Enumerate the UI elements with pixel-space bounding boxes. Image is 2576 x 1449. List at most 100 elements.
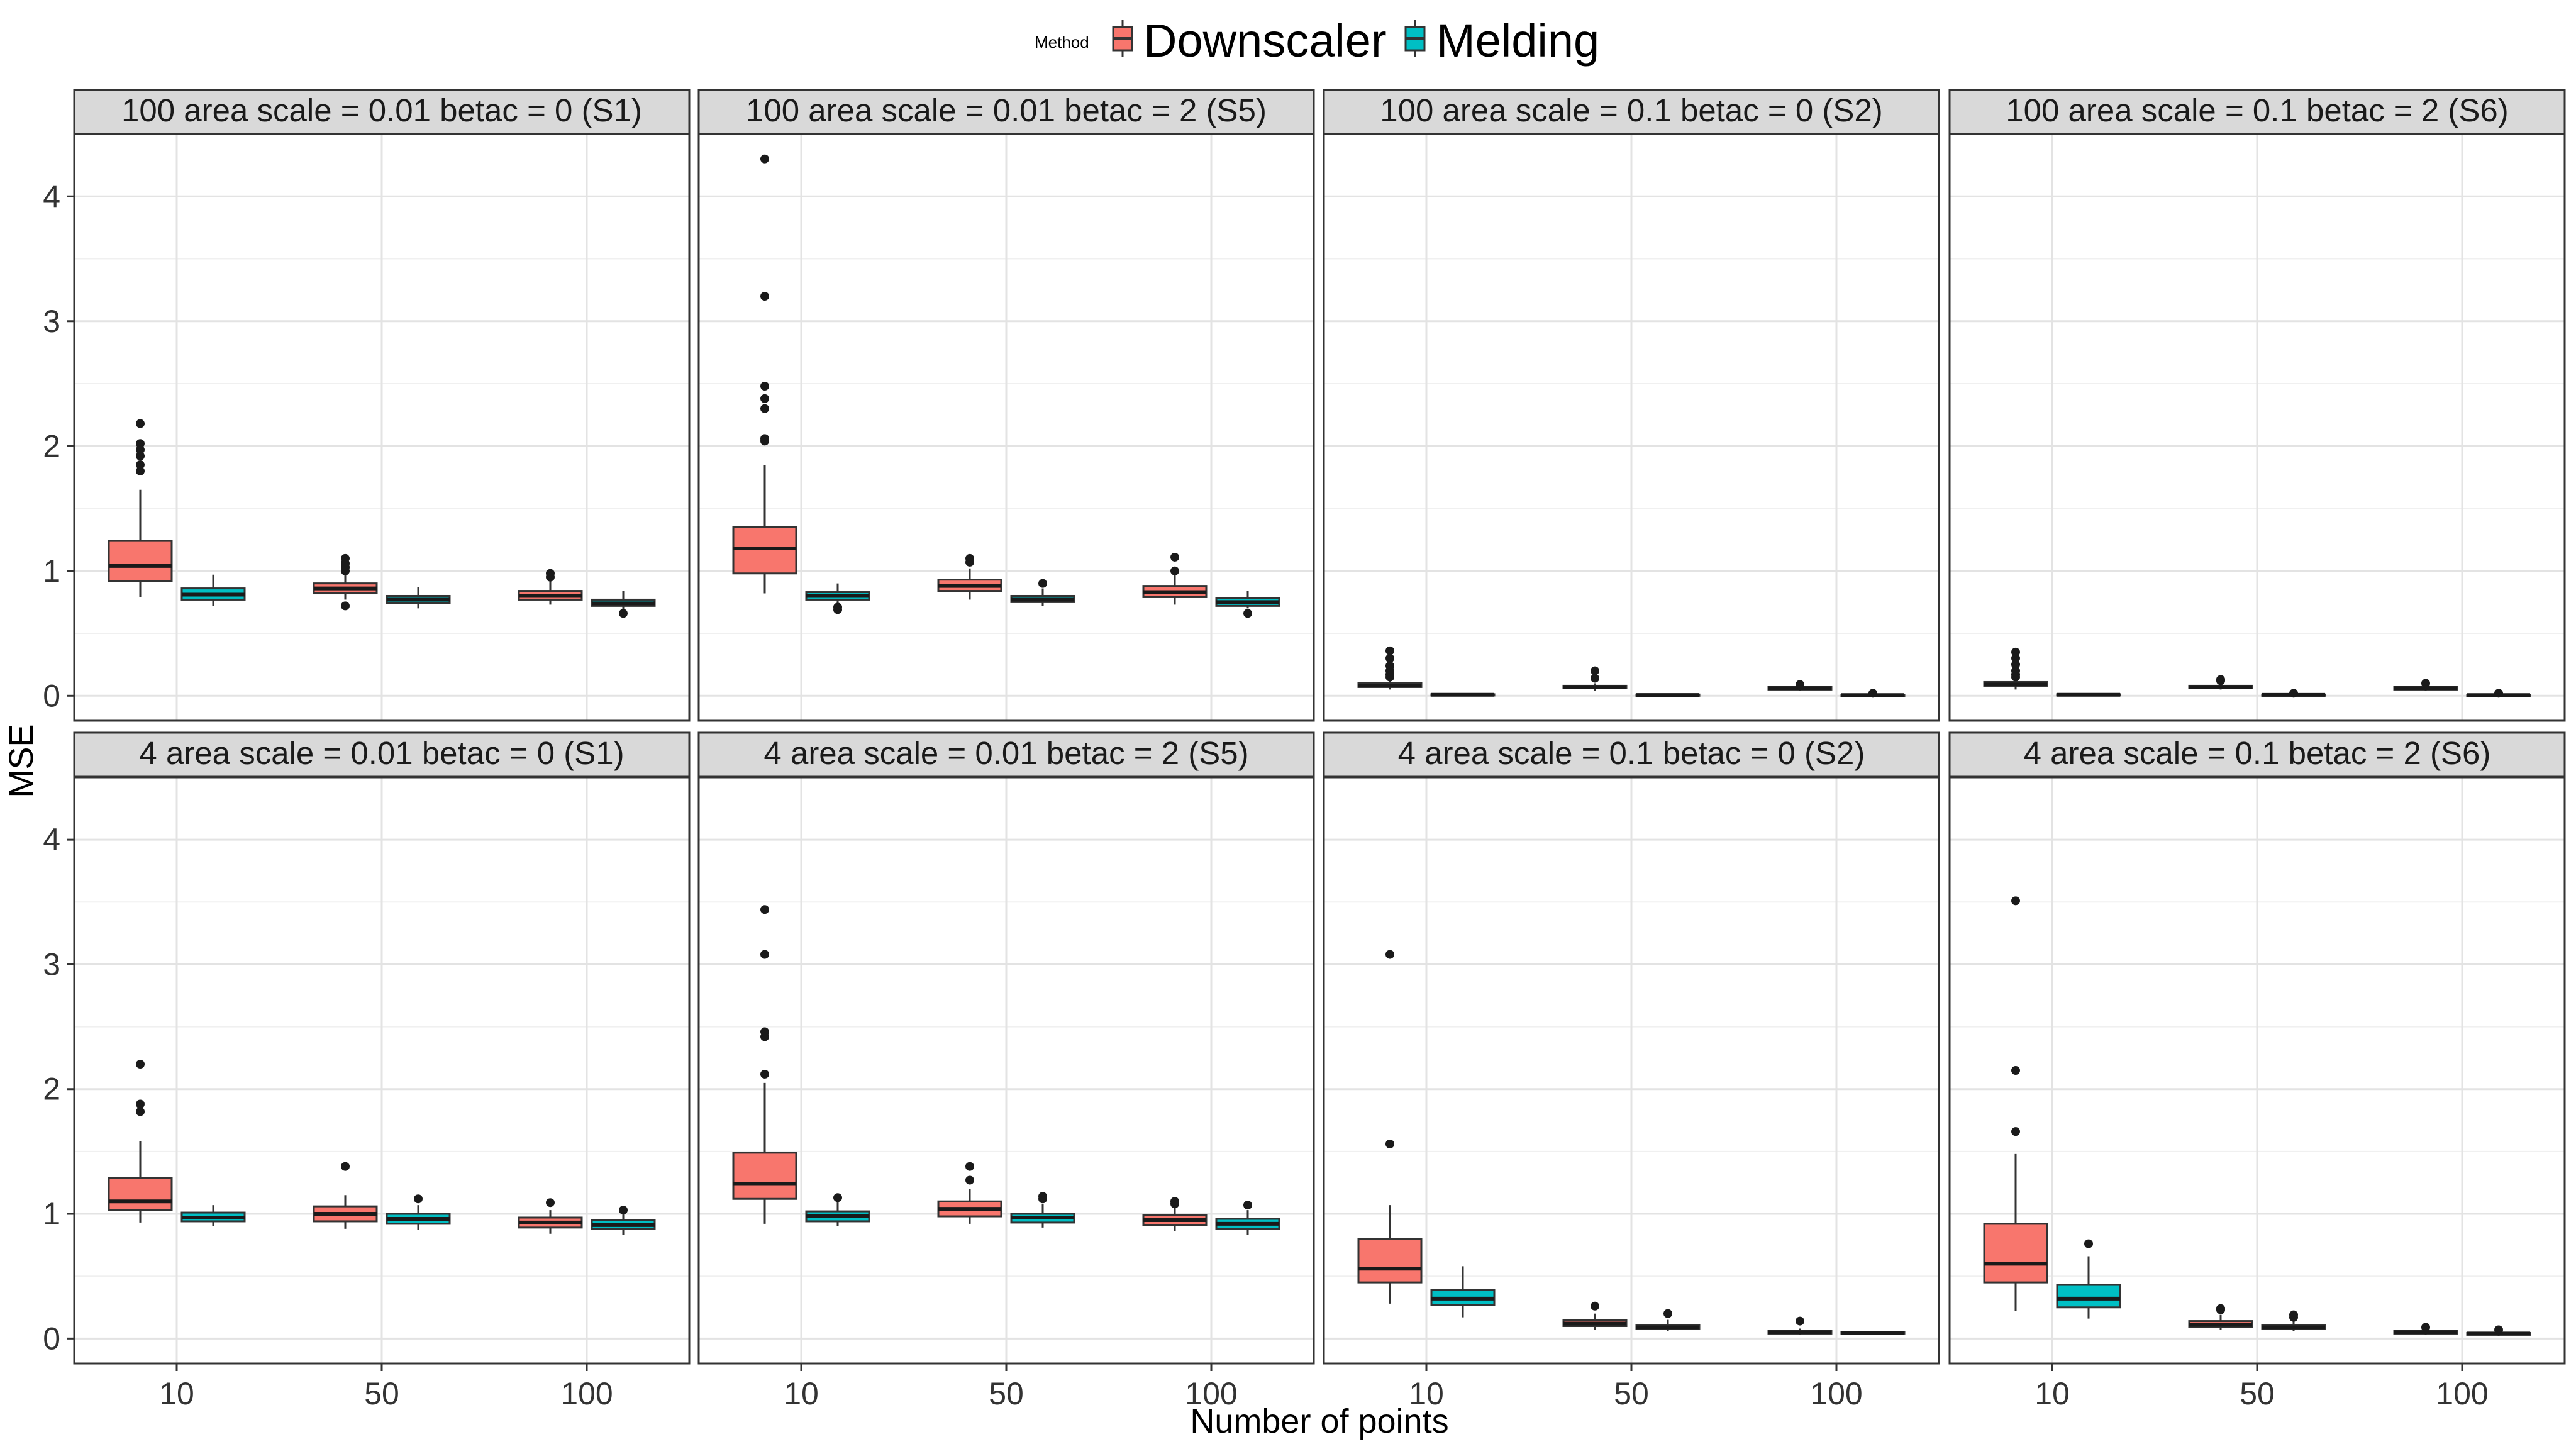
strip-background bbox=[73, 89, 691, 135]
outlier-point bbox=[341, 601, 350, 611]
y-tick-label: 1 bbox=[43, 1196, 60, 1231]
outlier-point bbox=[760, 1027, 769, 1036]
strip-label: 100 area scale = 0.01 betac = 0 (S1) bbox=[121, 92, 642, 128]
legend-key-downscaler bbox=[1112, 20, 1133, 57]
outlier-point bbox=[1385, 653, 1394, 663]
y-tick-label: 3 bbox=[43, 947, 60, 982]
outlier-point bbox=[1385, 950, 1394, 959]
x-tick-label: 50 bbox=[2240, 1376, 2275, 1411]
outlier-point bbox=[546, 1198, 555, 1208]
panel-1: 100 area scale = 0.01 betac = 0 (S1) 0 1 2 3… bbox=[43, 89, 691, 722]
box-downscaler-10 bbox=[1357, 646, 1423, 690]
x-axis-title: Number of points bbox=[1190, 1402, 1448, 1440]
box-melding-100 bbox=[1840, 689, 1906, 698]
strip-label: 100 area scale = 0.01 betac = 2 (S5) bbox=[746, 92, 1267, 128]
outlier-point bbox=[1591, 1301, 1599, 1311]
strip-background bbox=[697, 89, 1315, 135]
box-downscaler-50 bbox=[2188, 1304, 2253, 1330]
box-melding-10 bbox=[2056, 692, 2121, 697]
x-tick-label: 100 bbox=[560, 1376, 613, 1411]
outlier-point bbox=[2289, 689, 2298, 698]
box-melding-100 bbox=[591, 1206, 656, 1235]
outlier-point bbox=[760, 905, 769, 914]
outlier-point bbox=[1170, 566, 1179, 575]
box-melding-100 bbox=[1215, 591, 1280, 618]
outlier-point bbox=[1385, 646, 1394, 655]
outlier-point bbox=[341, 1162, 350, 1171]
outlier-point bbox=[760, 434, 769, 443]
outlier-point bbox=[546, 569, 555, 578]
outlier-point bbox=[965, 1162, 974, 1171]
y-tick-label: 0 bbox=[43, 1321, 60, 1356]
box-body bbox=[108, 540, 173, 582]
strip-label: 100 area scale = 0.1 betac = 2 (S6) bbox=[2006, 92, 2509, 128]
outlier-point bbox=[2011, 1127, 2020, 1136]
y-tick-label: 4 bbox=[43, 822, 60, 857]
y-tick-label: 0 bbox=[43, 678, 60, 713]
strip-label: 4 area scale = 0.01 betac = 2 (S5) bbox=[763, 735, 1248, 771]
x-tick-label: 100 bbox=[2436, 1376, 2488, 1411]
box-downscaler-50 bbox=[937, 553, 1002, 600]
outlier-point bbox=[1868, 689, 1877, 698]
outlier-point bbox=[136, 1099, 145, 1109]
box-melding-100 bbox=[2466, 689, 2531, 698]
outlier-point bbox=[414, 1194, 423, 1204]
box-melding-10 bbox=[805, 583, 870, 614]
panel-6: 4 area scale = 0.01 betac = 2 (S5) 10 50 10… bbox=[697, 731, 1315, 1411]
outlier-point bbox=[1170, 1197, 1179, 1206]
x-tick-label: 10 bbox=[2035, 1376, 2070, 1411]
outlier-point bbox=[619, 1206, 628, 1215]
y-tick-label: 4 bbox=[43, 179, 60, 214]
box-melding-50 bbox=[386, 1194, 451, 1230]
outlier-point bbox=[1796, 1316, 1804, 1326]
panel-3: 100 area scale = 0.1 betac = 0 (S2) bbox=[1323, 89, 1940, 722]
outlier-point bbox=[833, 602, 842, 612]
outlier-point bbox=[1243, 1201, 1252, 1210]
outlier-point bbox=[1796, 680, 1804, 689]
outlier-point bbox=[760, 950, 769, 959]
y-tick-label: 2 bbox=[43, 1072, 60, 1107]
strip-background bbox=[1948, 89, 2566, 135]
y-tick-label: 3 bbox=[43, 304, 60, 339]
box-melding-10 bbox=[1430, 692, 1496, 697]
strip-background bbox=[1323, 89, 1940, 135]
panel-5: 4 area scale = 0.01 betac = 0 (S1) 0 1 2 3 4 1… bbox=[43, 731, 691, 1411]
outlier-point bbox=[965, 1175, 974, 1185]
outlier-point bbox=[965, 553, 974, 563]
outlier-point bbox=[341, 553, 350, 563]
x-tick-label: 10 bbox=[784, 1376, 819, 1411]
box-melding-50 bbox=[1010, 579, 1075, 606]
outlier-point bbox=[2421, 679, 2430, 688]
box-melding-10 bbox=[2056, 1239, 2121, 1319]
y-tick-label: 2 bbox=[43, 428, 60, 464]
box-body bbox=[1357, 1238, 1423, 1284]
strip-background bbox=[697, 731, 1315, 778]
outlier-point bbox=[136, 419, 145, 428]
outlier-point bbox=[1663, 1309, 1672, 1318]
x-tick-label: 50 bbox=[989, 1376, 1024, 1411]
box-melding-50 bbox=[2261, 1310, 2326, 1331]
box-body bbox=[732, 1152, 797, 1200]
box-melding-10 bbox=[1430, 1266, 1496, 1318]
outlier-point bbox=[760, 394, 769, 403]
outlier-point bbox=[2011, 896, 2020, 906]
y-tick-label: 1 bbox=[43, 553, 60, 589]
outlier-point bbox=[760, 381, 769, 391]
outlier-point bbox=[619, 609, 628, 618]
strip-label: 4 area scale = 0.01 betac = 0 (S1) bbox=[139, 735, 624, 771]
box-downscaler-100 bbox=[2393, 679, 2458, 691]
outlier-point bbox=[760, 154, 769, 164]
box-melding-100 bbox=[1840, 1331, 1906, 1335]
x-tick-label: 100 bbox=[1185, 1376, 1237, 1411]
legend-title: Method bbox=[1035, 33, 1089, 52]
y-axis-title: MSE bbox=[3, 724, 40, 797]
box-melding-100 bbox=[591, 591, 656, 618]
legend-label-downscaler: Downscaler bbox=[1143, 14, 1387, 67]
box-downscaler-10 bbox=[732, 154, 797, 594]
box-melding-50 bbox=[386, 587, 451, 609]
box-downscaler-10 bbox=[1357, 950, 1423, 1304]
box-downscaler-100 bbox=[518, 569, 583, 605]
box-downscaler-100 bbox=[1142, 1197, 1208, 1231]
strip-label: 4 area scale = 0.1 betac = 0 (S2) bbox=[1398, 735, 1865, 771]
x-tick-label: 10 bbox=[159, 1376, 194, 1411]
